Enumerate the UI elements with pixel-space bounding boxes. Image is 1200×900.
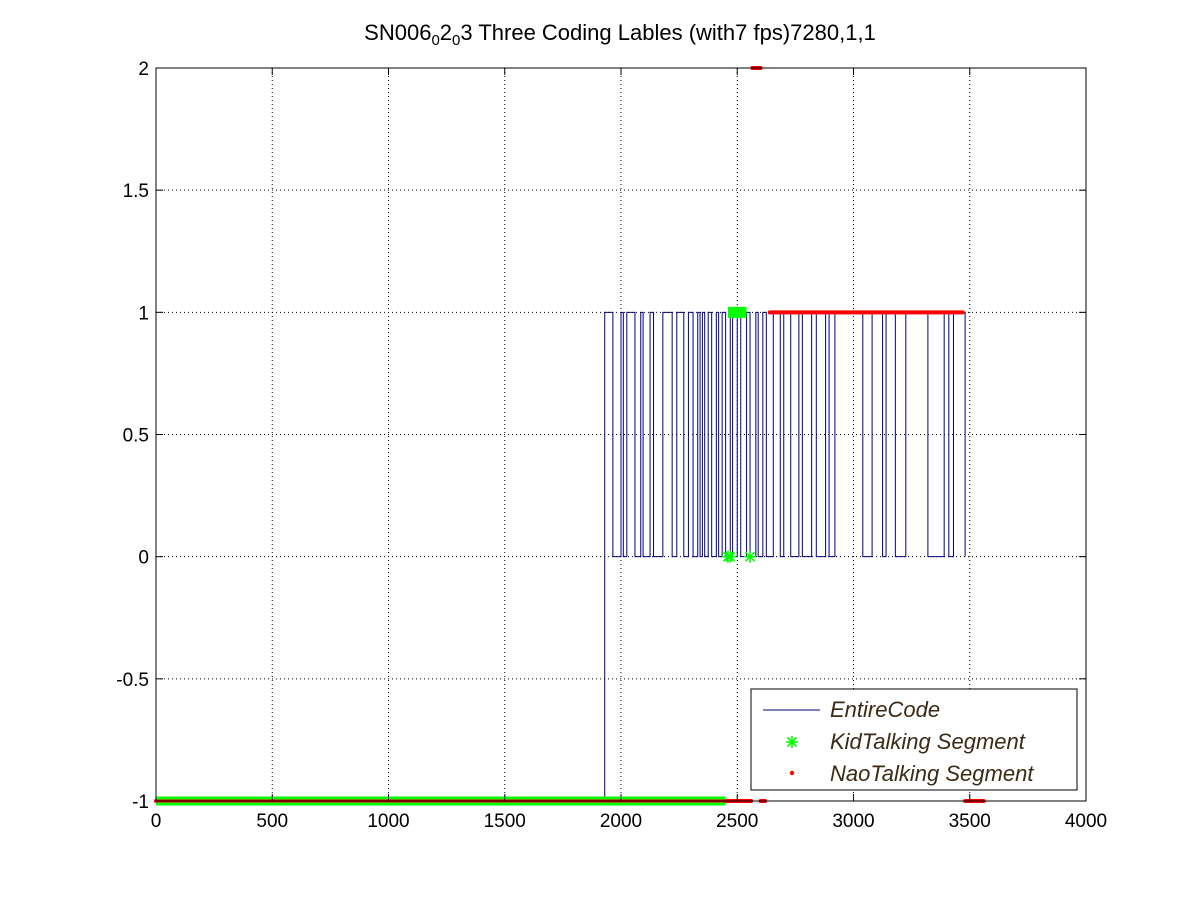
legend-swatch-naotalking [789, 770, 795, 776]
x-tick-label: 4000 [1065, 811, 1107, 832]
x-tick-label: 2000 [600, 811, 642, 832]
y-tick-label: 1.5 [123, 181, 149, 202]
x-tick-label: 1500 [484, 811, 526, 832]
kidtalking-star-marker [744, 550, 757, 563]
legend-label-kidtalking: KidTalking Segment [830, 729, 1026, 754]
title-part: SN006 [364, 20, 431, 45]
title-part: 3 Three Coding Lables (with7 fps)7280,1,… [460, 20, 875, 45]
x-tick-label: 1000 [367, 811, 409, 832]
x-tick-label: 3000 [832, 811, 874, 832]
title-part: 0 [452, 32, 460, 49]
title-part: 2 [440, 20, 452, 45]
y-tick-label: 0 [138, 548, 149, 569]
y-tick-label: 0.5 [123, 426, 149, 447]
legend-label-entirecode: EntireCode [830, 697, 940, 722]
kidtalking-star-marker [724, 550, 737, 563]
y-tick-label: -0.5 [116, 670, 149, 691]
x-tick-label: 2500 [716, 811, 758, 832]
legend-label-naotalking: NaoTalking Segment [830, 761, 1034, 786]
tick-labels: 0 500 1000 1500 2000 2500 3000 3500 4000 -1 -0.5 0 0… [116, 59, 1107, 832]
x-tick-label: 3500 [949, 811, 991, 832]
title-part: 0 [431, 32, 439, 49]
y-tick-label: -1 [132, 792, 149, 813]
chart-title: SN0060203 Three Coding Lables (with7 fps… [364, 20, 876, 49]
x-tick-label: 500 [256, 811, 288, 832]
x-tick-label: 0 [151, 811, 162, 832]
legend-swatch-kidtalking [786, 736, 798, 748]
y-tick-label: 2 [138, 59, 149, 80]
y-tick-label: 1 [138, 303, 149, 324]
ticks [155, 67, 1087, 802]
legend-box [750, 688, 1078, 791]
legend: EntireCode KidTalking Segment NaoTalking… [750, 688, 1078, 791]
